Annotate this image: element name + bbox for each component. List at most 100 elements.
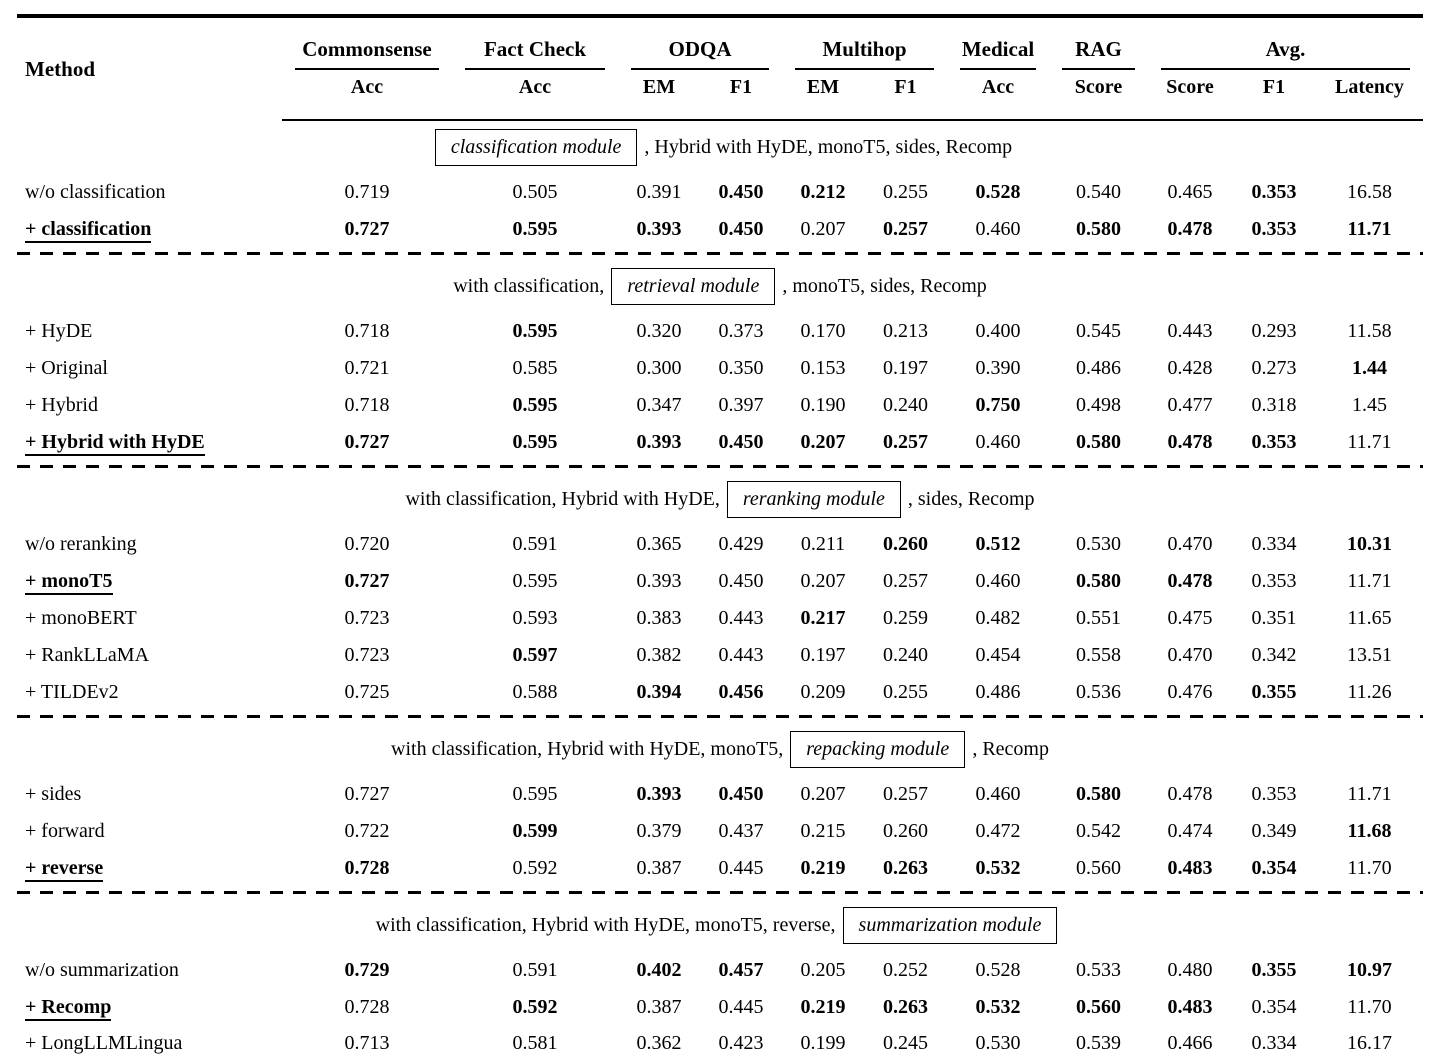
value-cell: 0.729 xyxy=(344,959,390,981)
value-cell: 0.505 xyxy=(512,181,558,203)
row-label: + Recomp xyxy=(25,996,112,1021)
section-intro: with classification, retrieval module , mo… xyxy=(17,259,1423,313)
value-cell: 0.259 xyxy=(883,607,928,629)
value-cell: 0.728 xyxy=(344,996,390,1018)
column-subheader-medical-acc: Acc xyxy=(947,74,1049,121)
table-row: + classification 0.727 0.595 0.393 0.450 0.20… xyxy=(17,211,1423,248)
value-cell: 0.293 xyxy=(1251,320,1297,342)
value-cell: 0.486 xyxy=(975,681,1021,703)
method-cell: + Hybrid xyxy=(17,387,282,424)
value-cell: 0.719 xyxy=(344,181,390,203)
value-cell: 11.70 xyxy=(1347,857,1392,879)
table-row: + Hybrid 0.718 0.595 0.347 0.397 0.190 0.240 0.… xyxy=(17,387,1423,424)
value-cell: 0.217 xyxy=(800,607,846,629)
row-label: + Hybrid xyxy=(25,394,98,416)
value-cell: 0.354 xyxy=(1251,996,1297,1018)
table-row: + sides 0.727 0.595 0.393 0.450 0.207 0.257 0.4… xyxy=(17,776,1423,813)
value-cell: 0.457 xyxy=(718,959,764,981)
value-cell: 0.539 xyxy=(1076,1032,1121,1054)
table-row: + HyDE 0.718 0.595 0.320 0.373 0.170 0.213 0.40… xyxy=(17,313,1423,350)
value-cell: 0.240 xyxy=(883,644,928,666)
section-intro-post: , monoT5, sides, Recomp xyxy=(782,274,987,297)
value-cell: 0.443 xyxy=(718,607,764,629)
column-subheader-fact-check-acc: Acc xyxy=(452,74,618,121)
value-cell: 0.474 xyxy=(1167,820,1213,842)
method-cell: w/o summarization xyxy=(17,952,282,989)
value-cell: 0.560 xyxy=(1076,996,1121,1018)
method-cell: + Hybrid with HyDE xyxy=(17,424,282,461)
value-cell: 0.390 xyxy=(975,357,1021,379)
column-subheader-avg-f1: F1 xyxy=(1232,74,1316,121)
module-box: summarization module xyxy=(842,906,1058,944)
value-cell: 0.475 xyxy=(1167,607,1213,629)
value-cell: 0.349 xyxy=(1251,820,1297,842)
value-cell: 0.450 xyxy=(718,570,764,592)
value-cell: 0.362 xyxy=(636,1032,682,1054)
value-cell: 0.300 xyxy=(636,357,682,379)
value-cell: 0.450 xyxy=(718,218,764,240)
dashed-divider xyxy=(17,252,1423,255)
value-cell: 0.207 xyxy=(800,218,846,240)
value-cell: 0.391 xyxy=(636,181,682,203)
method-cell: w/o reranking xyxy=(17,526,282,563)
column-group-label: Avg. xyxy=(1161,23,1410,70)
value-cell: 0.532 xyxy=(975,857,1021,879)
value-cell: 0.580 xyxy=(1076,218,1121,240)
value-cell: 0.558 xyxy=(1076,644,1121,666)
value-cell: 0.595 xyxy=(512,783,558,805)
value-cell: 0.351 xyxy=(1251,607,1297,629)
value-cell: 0.354 xyxy=(1251,857,1297,879)
section-intro-pre: with classification, Hybrid with HyDE, m… xyxy=(391,737,784,760)
value-cell: 0.551 xyxy=(1076,607,1121,629)
value-cell: 0.595 xyxy=(512,570,558,592)
value-cell: 0.240 xyxy=(883,394,928,416)
value-cell: 0.460 xyxy=(975,218,1021,240)
column-subheader-odqa-em: EM xyxy=(618,74,700,121)
value-cell: 0.580 xyxy=(1076,783,1121,805)
value-cell: 0.532 xyxy=(975,996,1021,1018)
column-subheader-odqa-f1: F1 xyxy=(700,74,782,121)
dashed-divider xyxy=(17,715,1423,718)
value-cell: 0.342 xyxy=(1251,644,1297,666)
value-cell: 0.334 xyxy=(1251,1032,1297,1054)
column-group-label: Commonsense xyxy=(295,23,439,70)
value-cell: 0.252 xyxy=(883,959,928,981)
value-cell: 0.460 xyxy=(975,570,1021,592)
section-intro: with classification, Hybrid with HyDE, re… xyxy=(17,472,1423,526)
table-row: + forward 0.722 0.599 0.379 0.437 0.215 0.260 0… xyxy=(17,813,1423,850)
value-cell: 0.428 xyxy=(1167,357,1213,379)
method-cell: + forward xyxy=(17,813,282,850)
row-label: + monoT5 xyxy=(25,570,113,595)
value-cell: 0.580 xyxy=(1076,431,1121,453)
value-cell: 0.476 xyxy=(1167,681,1213,703)
value-cell: 11.71 xyxy=(1347,431,1392,453)
value-cell: 0.722 xyxy=(344,820,390,842)
value-cell: 0.456 xyxy=(718,681,764,703)
method-cell: + Original xyxy=(17,350,282,387)
value-cell: 0.205 xyxy=(800,959,846,981)
row-label: + HyDE xyxy=(25,320,93,342)
value-cell: 0.153 xyxy=(800,357,846,379)
table-row: w/o reranking 0.720 0.591 0.365 0.429 0.211 0.… xyxy=(17,526,1423,563)
value-cell: 11.65 xyxy=(1347,607,1392,629)
row-label: + sides xyxy=(25,783,82,805)
value-cell: 0.480 xyxy=(1167,959,1213,981)
value-cell: 0.512 xyxy=(975,533,1021,555)
value-cell: 0.219 xyxy=(800,857,846,879)
value-cell: 13.51 xyxy=(1347,644,1392,666)
method-cell: + monoBERT xyxy=(17,600,282,637)
value-cell: 0.443 xyxy=(1167,320,1213,342)
value-cell: 0.387 xyxy=(636,857,682,879)
column-header-method: Method xyxy=(25,56,95,81)
value-cell: 0.478 xyxy=(1167,783,1213,805)
value-cell: 0.591 xyxy=(512,533,558,555)
table-row: w/o summarization 0.729 0.591 0.402 0.457 0.2… xyxy=(17,952,1423,989)
module-box: reranking module xyxy=(726,480,901,518)
table-row: + monoT5 0.727 0.595 0.393 0.450 0.207 0.257 0.… xyxy=(17,563,1423,600)
value-cell: 0.723 xyxy=(344,644,390,666)
value-cell: 10.97 xyxy=(1347,959,1392,981)
table-row: + Recomp 0.728 0.592 0.387 0.445 0.219 0.263 0.… xyxy=(17,989,1423,1026)
section-intro-post: , sides, Recomp xyxy=(907,487,1035,510)
value-cell: 0.197 xyxy=(883,357,928,379)
value-cell: 0.478 xyxy=(1167,431,1213,453)
